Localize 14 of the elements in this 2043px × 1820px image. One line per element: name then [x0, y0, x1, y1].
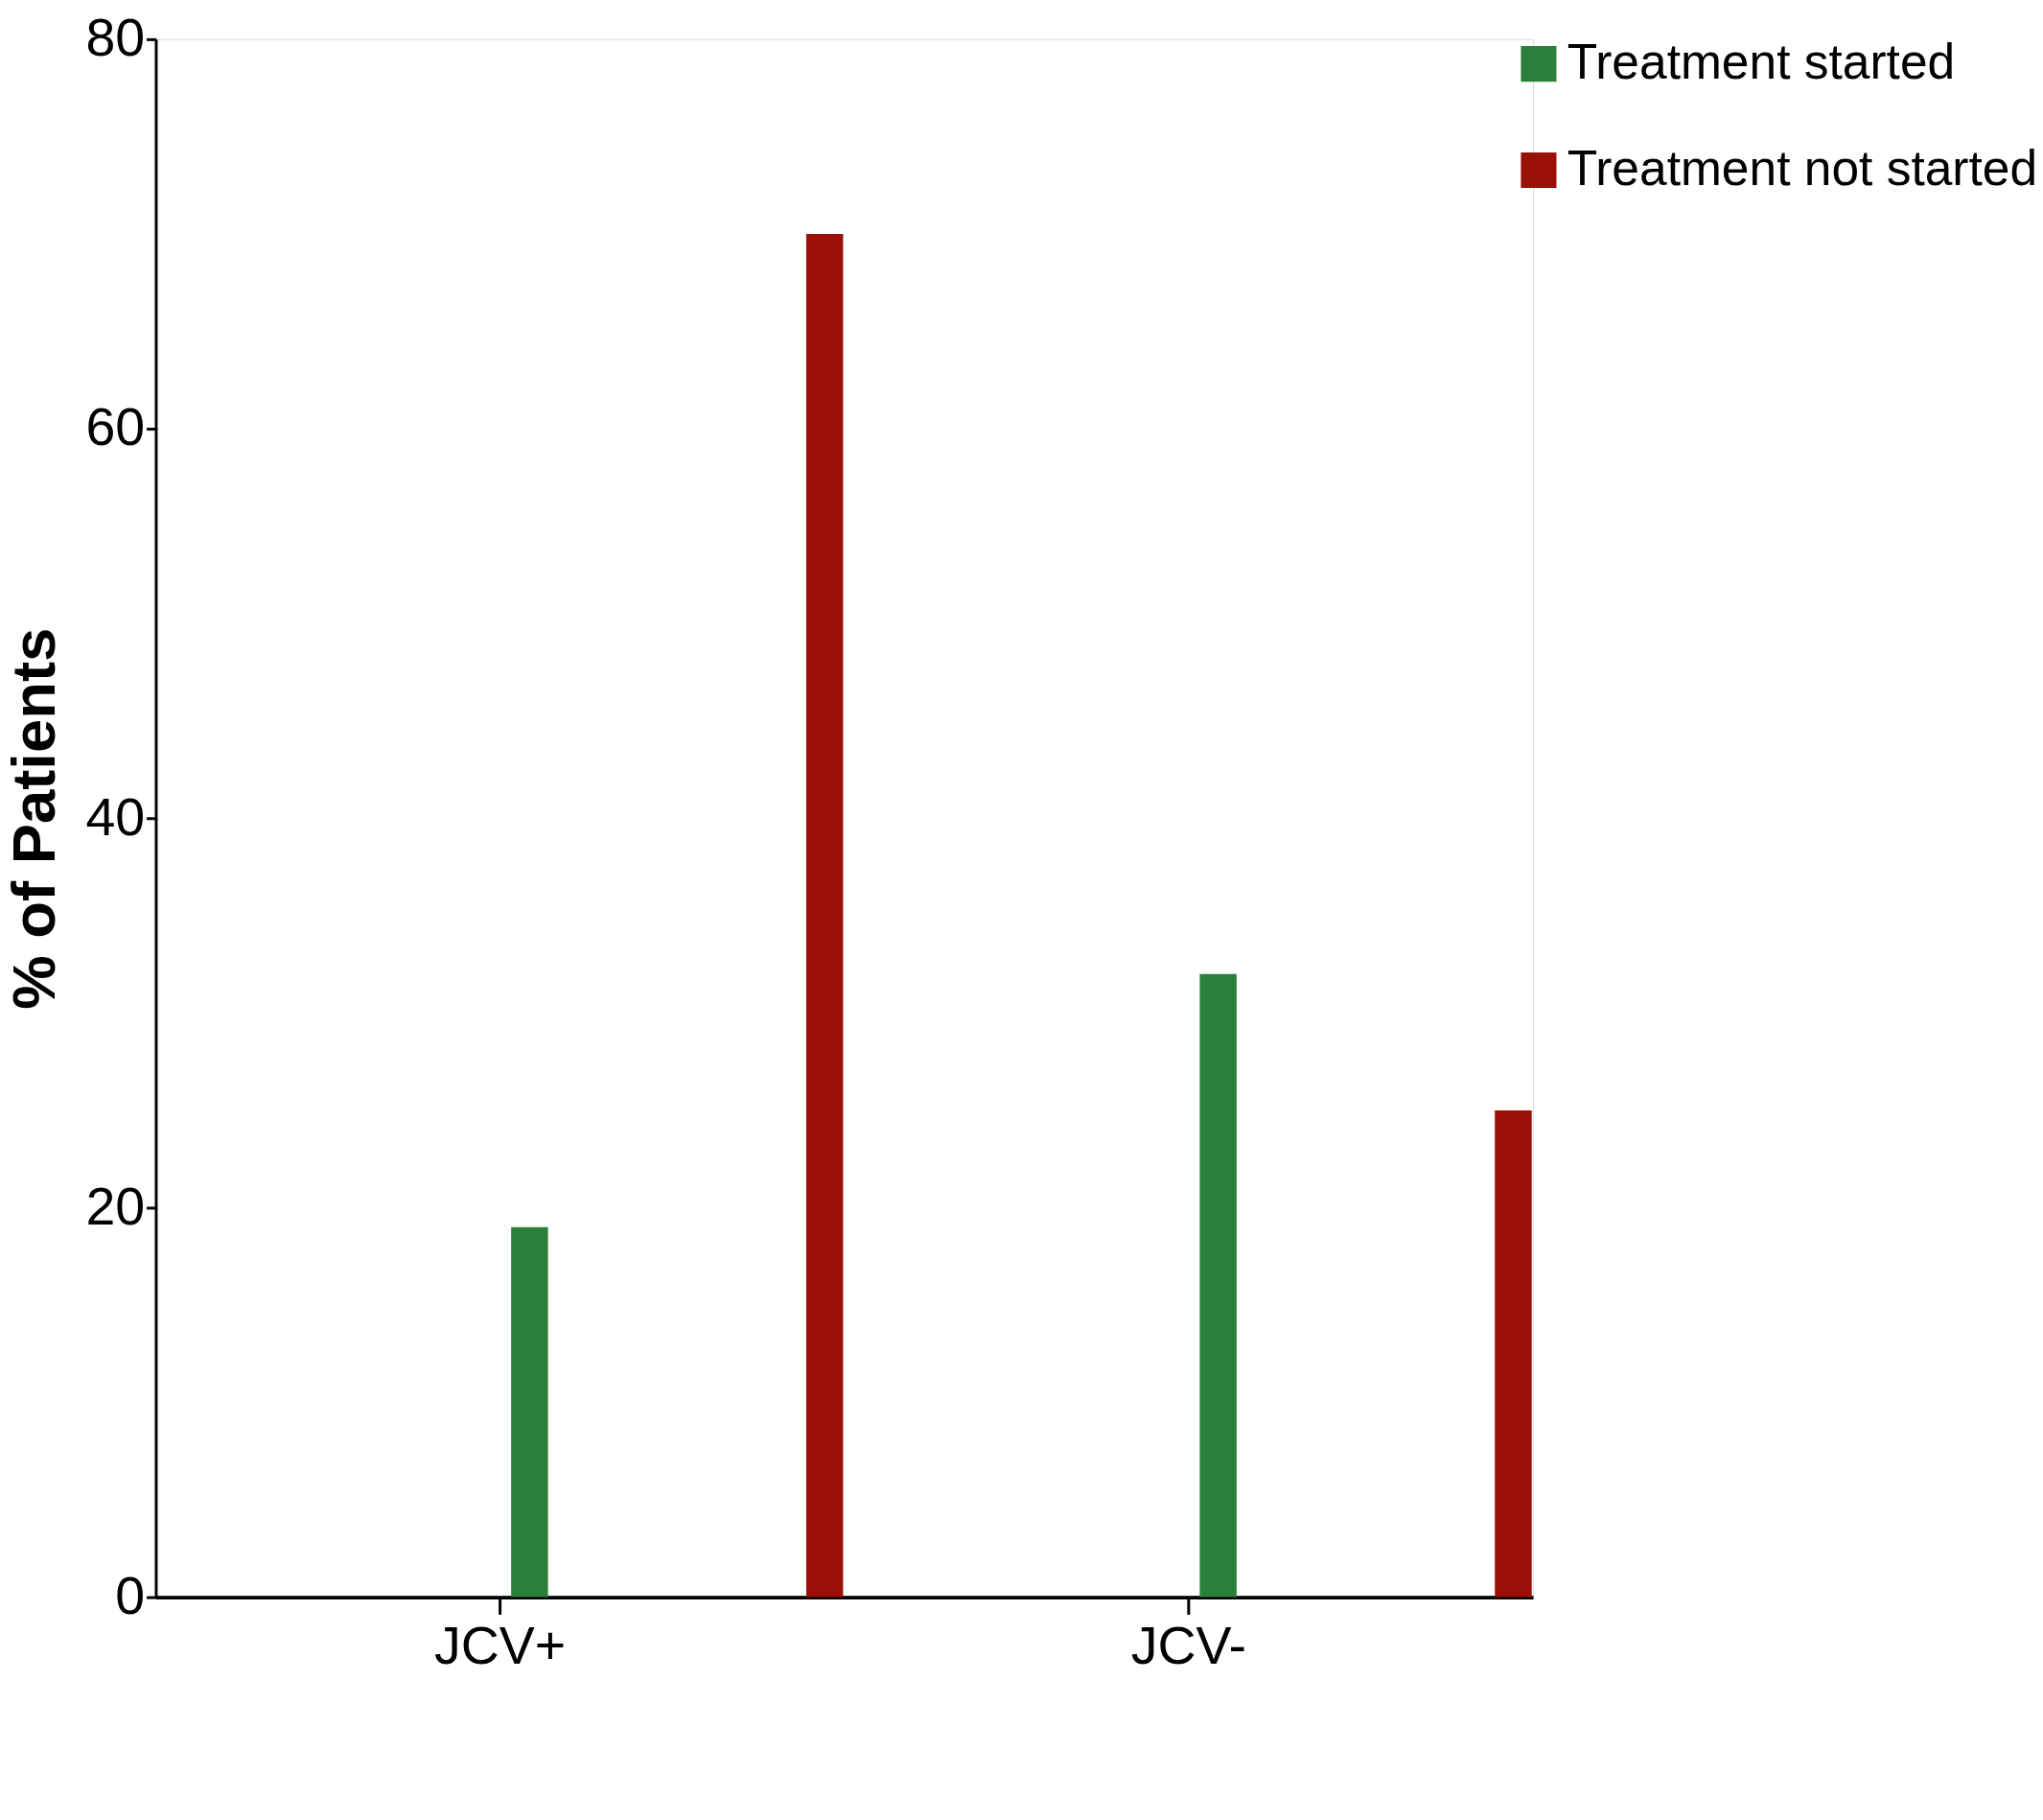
legend-label: Treatment not started [1567, 140, 2038, 197]
bar [1199, 973, 1237, 1598]
y-tick-label: 60 [85, 397, 146, 457]
bar [1495, 1109, 1532, 1598]
bar [511, 1226, 548, 1598]
y-tick-label: 20 [85, 1176, 146, 1236]
legend-label: Treatment started [1567, 34, 1956, 90]
x-tick-label: JCV- [1130, 1616, 1246, 1676]
y-tick-label: 40 [85, 786, 146, 847]
y-tick-label: 0 [115, 1565, 146, 1625]
x-tick-label: JCV+ [434, 1616, 567, 1676]
y-tick-label: 80 [85, 8, 146, 68]
bar [805, 233, 844, 1598]
y-axis-title: % of Patients [0, 627, 67, 1010]
